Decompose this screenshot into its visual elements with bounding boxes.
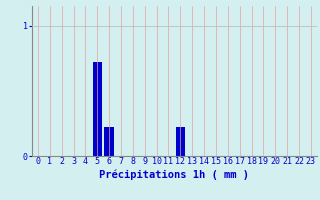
Bar bbox=[176, 127, 185, 156]
Bar bbox=[104, 127, 114, 156]
Bar bbox=[92, 62, 102, 156]
X-axis label: Précipitations 1h ( mm ): Précipitations 1h ( mm ) bbox=[100, 169, 249, 180]
